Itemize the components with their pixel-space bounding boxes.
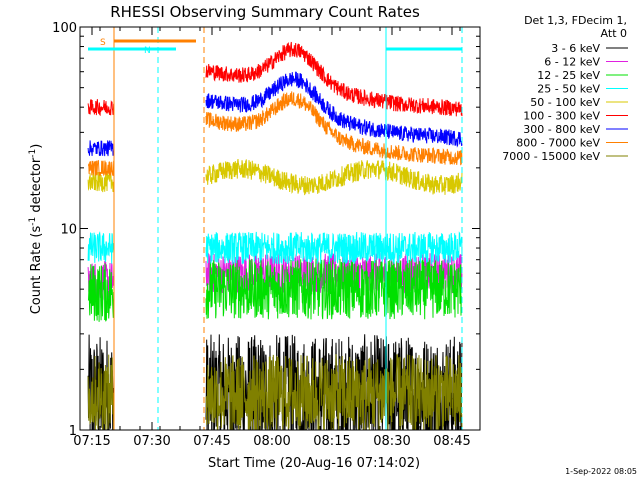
legend-label-8: 7000 - 15000 keV (502, 150, 600, 163)
series-line-4-0 (87, 171, 115, 193)
series-5 (87, 41, 463, 117)
flag-label-1: N (144, 46, 151, 56)
legend-label-1: 6 - 12 keV (544, 56, 600, 69)
series-line-8-0 (87, 354, 115, 431)
series-line-2-1 (205, 258, 463, 320)
x-tick-label-1: 07:30 (133, 434, 170, 449)
series-line-3-0 (87, 231, 115, 264)
y-axis-label-part1: Count Rate (s (29, 226, 44, 315)
footer-date: 1-Sep-2022 08:05 (565, 467, 637, 476)
legend-label-4: 50 - 100 keV (530, 96, 600, 109)
flag-label-0: S (100, 38, 106, 48)
series-4 (87, 159, 463, 196)
legend-label-0: 3 - 6 keV (551, 42, 600, 55)
y-axis-label: Count Rate (s-1 detector-1) (28, 144, 44, 315)
y-tick-label-2: 100 (52, 21, 77, 36)
series-line-2-0 (87, 263, 115, 322)
series-line-6-0 (87, 139, 115, 157)
x-tick-label-4: 08:15 (313, 434, 350, 449)
series-7 (88, 91, 463, 177)
y-axis-label-part3: ) (29, 144, 44, 149)
x-tick-label-6: 08:45 (433, 434, 470, 449)
series-line-8-1 (205, 354, 463, 431)
x-tick-label-0: 07:15 (73, 434, 110, 449)
x-tick-label-2: 07:45 (193, 434, 230, 449)
series-3 (87, 231, 463, 265)
legend-label-3: 25 - 50 keV (537, 83, 600, 96)
y-axis-label-sup2: -1 (28, 149, 38, 158)
axis-layer: 07:15 07:30 07:45 08:00 08:15 08:30 08:45 1 10 10… (52, 21, 481, 449)
x-axis-label: Start Time (20-Aug-16 07:14:02) (208, 456, 420, 471)
series-line-3-1 (205, 231, 463, 265)
y-axis-label-sup1: -1 (28, 217, 38, 226)
overlay-layer: SN (88, 27, 463, 430)
legend-header-line2: Att 0 (601, 27, 627, 40)
series-line-7-0 (88, 160, 115, 177)
chart-title: RHESSI Observing Summary Count Rates (110, 3, 420, 21)
series-line-6-1 (205, 71, 463, 148)
legend-label-2: 12 - 25 keV (537, 69, 600, 82)
legend-label-5: 100 - 300 keV (523, 110, 600, 123)
legend-header-line1: Det 1,3, FDecim 1, (524, 14, 627, 27)
series-2 (87, 258, 463, 322)
y-tick-label-0: 1 (69, 424, 77, 439)
legend-label-7: 800 - 7000 keV (516, 137, 600, 150)
series-line-5-1 (205, 41, 463, 117)
series-8 (87, 354, 463, 431)
legend-label-6: 300 - 800 keV (523, 123, 600, 136)
y-axis-label-part2: detector (29, 157, 44, 217)
x-tick-label-5: 08:30 (373, 434, 410, 449)
series-layer (87, 41, 463, 431)
series-6 (87, 71, 463, 157)
x-tick-label-3: 08:00 (253, 434, 290, 449)
series-line-5-0 (87, 99, 115, 117)
y-tick-label-1: 10 (60, 223, 77, 238)
series-line-4-1 (205, 159, 463, 196)
series-line-7-1 (205, 91, 463, 166)
